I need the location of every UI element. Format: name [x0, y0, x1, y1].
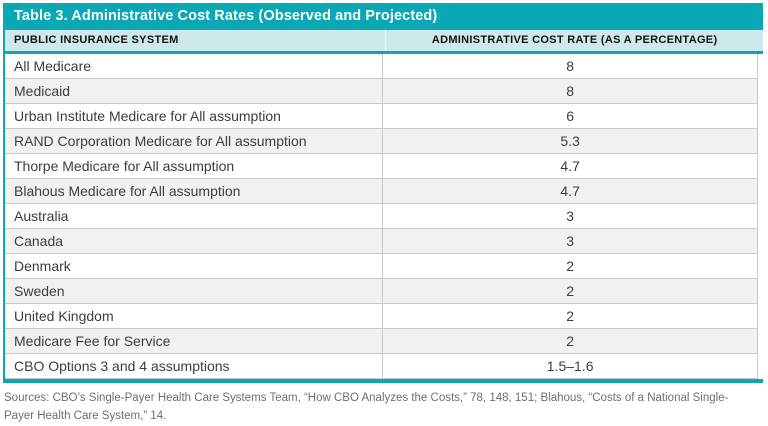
table-bottom-bar [5, 379, 763, 383]
table-row: Medicare Fee for Service 2 [5, 329, 757, 354]
cell-rate: 2 [566, 333, 575, 349]
table-row: Canada 3 [5, 229, 757, 254]
table-title: Table 3. Administrative Cost Rates (Obse… [14, 8, 438, 24]
cell-system: Australia [5, 204, 384, 228]
table-row: Medicaid 8 [5, 79, 757, 104]
cell-rate: 2 [566, 308, 575, 324]
cell-rate: 8 [566, 58, 575, 74]
table-row: United Kingdom 2 [5, 304, 757, 329]
cell-system: CBO Options 3 and 4 assumptions [5, 354, 384, 378]
column-header-system: PUBLIC INSURANCE SYSTEM [5, 30, 387, 51]
cell-system: Sweden [5, 279, 384, 303]
cell-system: Medicaid [5, 79, 384, 103]
table-row: Urban Institute Medicare for All assumpt… [5, 104, 757, 129]
cell-rate: 6 [566, 108, 575, 124]
cell-system: Thorpe Medicare for All assumption [5, 154, 384, 178]
table-row: RAND Corporation Medicare for All assump… [5, 129, 757, 154]
cell-rate: 5.3 [560, 133, 580, 149]
admin-cost-table: Table 3. Administrative Cost Rates (Obse… [3, 3, 763, 383]
cell-system: Urban Institute Medicare for All assumpt… [5, 104, 384, 128]
table-title-bar: Table 3. Administrative Cost Rates (Obse… [5, 3, 763, 30]
cell-system: RAND Corporation Medicare for All assump… [5, 129, 384, 153]
column-header-rate: ADMINISTRATIVE COST RATE (AS A PERCENTAG… [431, 34, 718, 46]
cell-rate: 2 [566, 258, 575, 274]
table-body: All Medicare 8 Medicaid 8 Urban Institut… [5, 54, 758, 379]
cell-rate: 4.7 [560, 183, 580, 199]
table-row: Denmark 2 [5, 254, 757, 279]
table-row: Thorpe Medicare for All assumption 4.7 [5, 154, 757, 179]
cell-rate: 1.5–1.6 [546, 358, 594, 374]
cell-system: Canada [5, 229, 384, 253]
cell-system: Blahous Medicare for All assumption [5, 179, 384, 203]
table-row: CBO Options 3 and 4 assumptions 1.5–1.6 [5, 354, 757, 379]
cell-system: Medicare Fee for Service [5, 329, 384, 353]
cell-system: All Medicare [5, 54, 384, 78]
cell-rate: 3 [566, 233, 575, 249]
table-row: Sweden 2 [5, 279, 757, 304]
table-row: Australia 3 [5, 204, 757, 229]
column-header-row: PUBLIC INSURANCE SYSTEM ADMINISTRATIVE C… [5, 30, 763, 54]
cell-rate: 8 [566, 83, 575, 99]
cell-rate: 3 [566, 208, 575, 224]
table-row: All Medicare 8 [5, 54, 757, 79]
cell-rate: 2 [566, 283, 575, 299]
cell-system: United Kingdom [5, 304, 384, 328]
cell-rate: 4.7 [560, 158, 580, 174]
table-row: Blahous Medicare for All assumption 4.7 [5, 179, 757, 204]
sources-note: Sources: CBO’s Single-Payer Health Care … [4, 392, 729, 422]
cell-system: Denmark [5, 254, 384, 278]
